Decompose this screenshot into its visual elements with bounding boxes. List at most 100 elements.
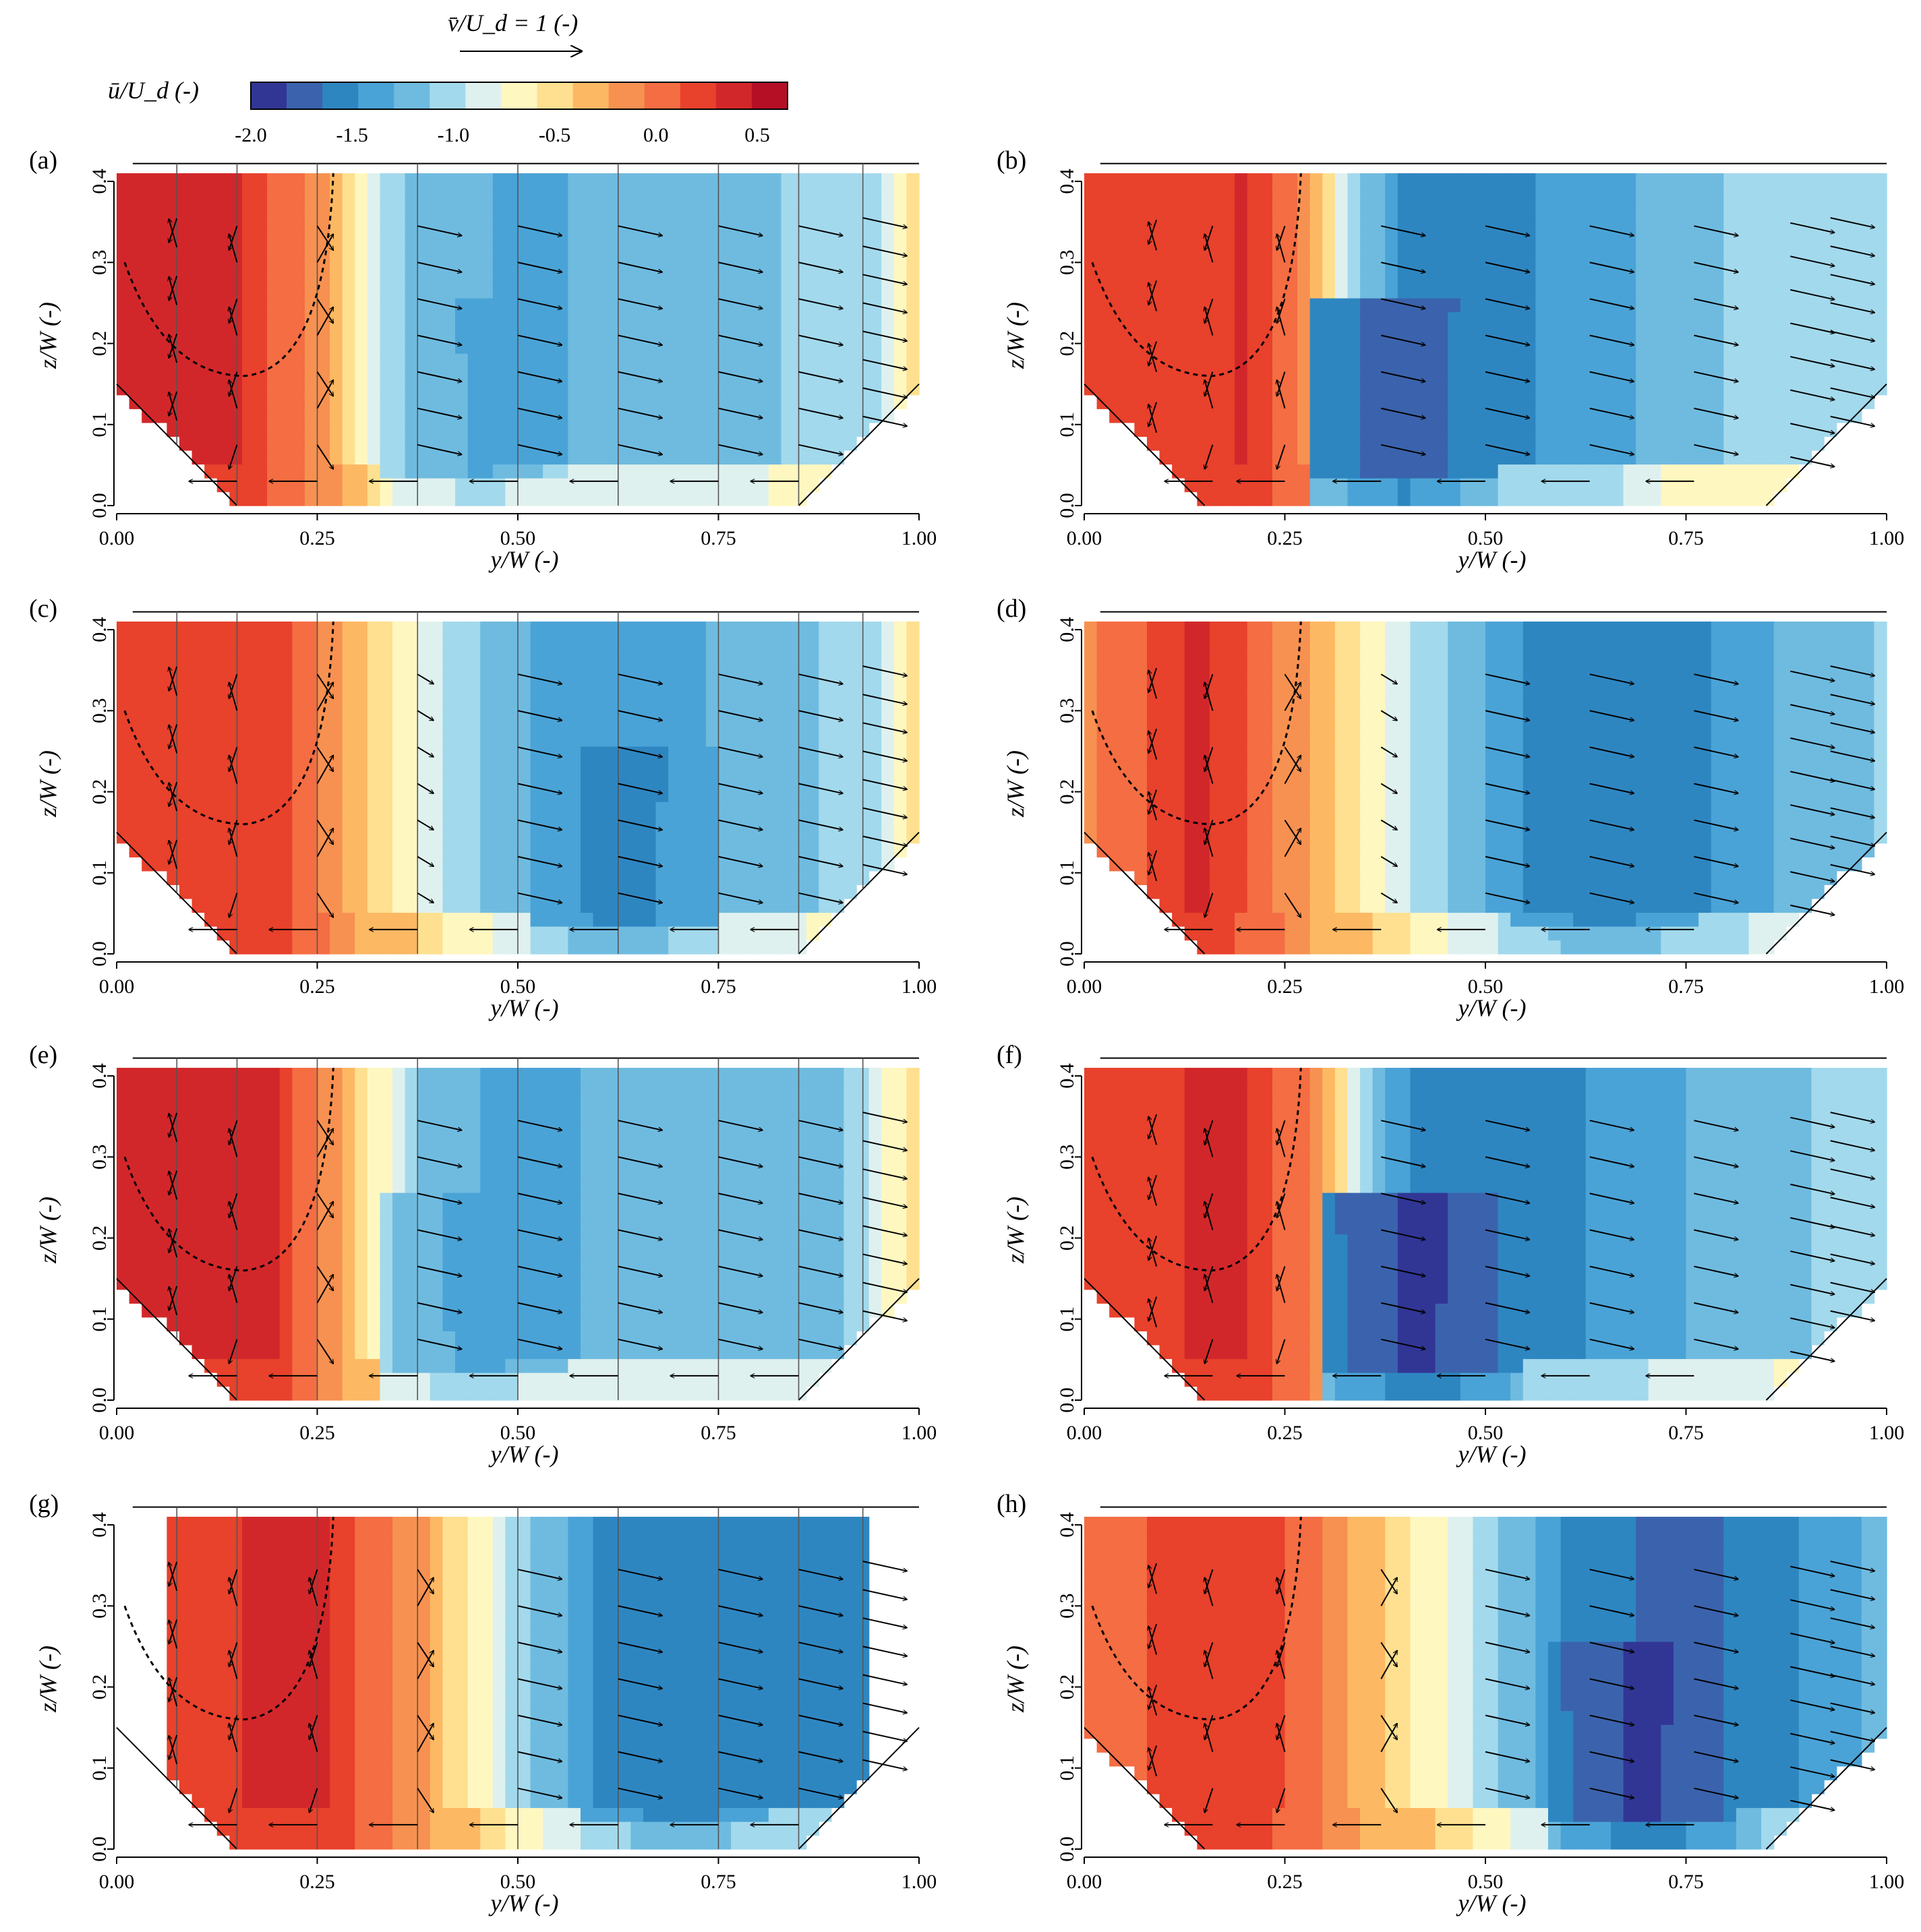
heatmap-cell (518, 787, 531, 802)
heatmap-cell (405, 940, 418, 955)
heatmap-cell (1761, 409, 1775, 423)
heatmap-cell (229, 339, 243, 354)
heatmap-cell (1798, 325, 1812, 340)
heatmap-cell (442, 477, 456, 493)
heatmap-cell (580, 760, 594, 775)
heatmap-cell (392, 311, 406, 326)
heatmap-cell (129, 229, 142, 243)
heatmap-cell (455, 491, 469, 506)
heatmap-cell (593, 409, 606, 423)
heatmap-cell (555, 394, 569, 409)
heatmap-cell (1736, 284, 1750, 299)
heatmap-cell (1761, 311, 1775, 326)
heatmap-cell (179, 367, 193, 382)
heatmap-cell (1448, 214, 1461, 229)
heatmap-cell (1109, 297, 1123, 313)
heatmap-cell (267, 718, 280, 733)
heatmap-cell (1636, 353, 1649, 368)
heatmap-cell (1121, 718, 1135, 733)
heatmap-cell (1560, 187, 1574, 202)
heatmap-cell (129, 270, 142, 285)
heatmap-cell (668, 802, 682, 816)
heatmap-cell (693, 870, 707, 885)
heatmap-cell (1309, 339, 1323, 354)
heatmap-cell (241, 297, 256, 313)
heatmap-cell (831, 829, 845, 844)
heatmap-cell (1096, 815, 1110, 830)
heatmap-cell (129, 815, 142, 830)
heatmap-cell (279, 450, 293, 465)
heatmap-cell (1360, 381, 1373, 396)
heatmap-cell (580, 436, 594, 451)
heatmap-cell (167, 704, 180, 719)
heatmap-cell (342, 367, 355, 382)
heatmap-cell (781, 635, 794, 650)
heatmap-cell (731, 857, 744, 872)
heatmap-cell (693, 477, 707, 493)
heatmap-cell (1547, 422, 1562, 437)
heatmap-cell (216, 284, 231, 299)
heatmap-cell (680, 284, 694, 299)
heatmap-cell (1460, 325, 1474, 340)
heatmap-cell (731, 450, 744, 465)
velocity-vector (316, 225, 334, 250)
heatmap-cell (1385, 353, 1398, 368)
heatmap-cell (618, 436, 632, 451)
heatmap-cell (1260, 284, 1273, 299)
heatmap-cell (705, 187, 719, 202)
heatmap-cell (380, 857, 393, 872)
heatmap-cell (1209, 381, 1223, 396)
heatmap-cell (1260, 436, 1273, 451)
heatmap-cell (1197, 787, 1210, 802)
heatmap-cell (906, 311, 920, 326)
heatmap-cell (191, 704, 205, 719)
heatmap-cell (229, 284, 243, 299)
heatmap-cell (1748, 270, 1762, 285)
heatmap-cell (430, 802, 444, 816)
heatmap-cell (705, 704, 719, 719)
heatmap-cell (292, 940, 305, 955)
heatmap-cell (380, 477, 393, 493)
heatmap-cell (543, 912, 556, 927)
heatmap-cell (756, 802, 769, 816)
panel: 0.00.10.20.30.4z/W (-)0.00 0.25 0.50 0.75 1.… (29, 146, 937, 573)
heatmap-cell (1134, 284, 1148, 299)
heatmap-cell (844, 732, 857, 747)
heatmap-cell (204, 339, 218, 354)
heatmap-cell (367, 284, 381, 299)
heatmap-cell (693, 325, 707, 340)
heatmap-cell (1235, 898, 1248, 913)
heatmap-cell (1109, 690, 1123, 705)
heatmap-cell (1535, 173, 1549, 188)
velocity-vector (316, 893, 334, 917)
heatmap-cell (893, 381, 908, 396)
heatmap-cell (430, 912, 444, 927)
heatmap-cell (1598, 311, 1612, 326)
heatmap-cell (593, 704, 606, 719)
heatmap-cell (568, 270, 581, 285)
heatmap-cell (731, 843, 744, 857)
heatmap-cell (467, 353, 481, 368)
heatmap-cell (229, 256, 243, 271)
heatmap-cell (1623, 367, 1636, 382)
heatmap-cell (1498, 256, 1511, 271)
heatmap-cell (518, 353, 531, 368)
heatmap-cell (480, 367, 494, 382)
heatmap-cell (1235, 829, 1248, 844)
heatmap-cell (254, 394, 268, 409)
heatmap-cell (1560, 381, 1574, 396)
heatmap-cell (204, 802, 218, 816)
heatmap-cell (442, 898, 456, 913)
heatmap-cell (1222, 870, 1235, 885)
heatmap-cell (1686, 450, 1699, 465)
velocity-vector (316, 828, 334, 857)
heatmap-cell (204, 229, 218, 243)
heatmap-cell (1159, 898, 1173, 913)
heatmap-cell (718, 802, 732, 816)
heatmap-cell (781, 436, 794, 451)
heatmap-cell (1773, 353, 1787, 368)
heatmap-cell (1849, 214, 1862, 229)
heatmap-cell (781, 663, 794, 677)
heatmap-cell (129, 381, 142, 396)
heatmap-cell (668, 898, 682, 913)
